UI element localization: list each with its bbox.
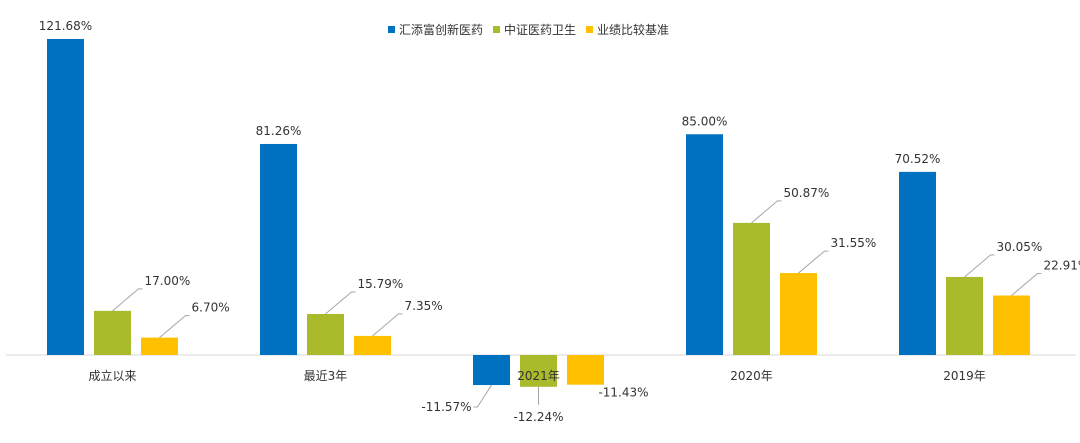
bar-1-5[interactable]: [899, 171, 936, 355]
leader-line-2-2: [325, 291, 356, 315]
data-label-2-3: -12.24%: [513, 410, 563, 424]
bar-2-2[interactable]: [307, 313, 344, 355]
data-label-3-4: 31.55%: [831, 236, 877, 250]
x-tick-label-3: 2021年: [517, 369, 560, 383]
data-label-2-1: 17.00%: [145, 274, 191, 288]
data-label-1-3: -11.57%: [421, 400, 471, 414]
legend-swatch-series-3: [586, 26, 594, 33]
bar-2-3[interactable]: [520, 355, 557, 387]
data-label-3-5: 22.91%: [1044, 259, 1080, 273]
bar-3-2[interactable]: [354, 335, 391, 355]
legend-item-series-1[interactable]: 汇添富创新医药: [388, 21, 483, 38]
legend-swatch-series-1: [388, 26, 395, 33]
leader-line-3-4: [798, 250, 829, 274]
data-label-2-5: 30.05%: [997, 240, 1043, 254]
leader-line-3-1: [159, 315, 190, 338]
legend-item-series-2[interactable]: 中证医药卫生: [493, 21, 576, 38]
data-label-3-2: 7.35%: [405, 299, 443, 313]
x-tick-label-2: 最近3年: [304, 369, 348, 383]
legend-label-series-2: 中证医药卫生: [504, 23, 577, 37]
bar-1-2[interactable]: [260, 143, 297, 355]
legend-swatch-series-2: [493, 26, 501, 33]
data-label-2-4: 50.87%: [784, 186, 830, 200]
leader-line-2-5: [964, 254, 995, 278]
leader-line-1-3: [473, 384, 492, 408]
legend-label-series-1: 汇添富创新医药: [399, 23, 484, 37]
chart-legend: 汇添富创新医药 中证医药卫生 业绩比较基准: [388, 21, 669, 38]
bar-1-4[interactable]: [686, 134, 723, 355]
leader-line-3-2: [372, 313, 403, 337]
bar-2-4[interactable]: [733, 222, 770, 355]
x-tick-label-1: 成立以来: [88, 368, 136, 383]
bar-3-1[interactable]: [141, 337, 178, 355]
bar-2-1[interactable]: [94, 310, 131, 355]
leader-line-3-5: [1011, 273, 1042, 296]
data-label-3-3: -11.43%: [598, 386, 648, 400]
data-label-2-2: 15.79%: [358, 277, 404, 291]
x-tick-label-5: 2019年: [943, 369, 986, 383]
bar-3-5[interactable]: [993, 295, 1030, 355]
leader-line-2-1: [112, 288, 143, 312]
data-label-1-1: 121.68%: [39, 19, 92, 33]
leader-line-2-4: [751, 200, 782, 224]
data-label-1-2: 81.26%: [256, 124, 302, 138]
data-label-3-1: 6.70%: [192, 301, 230, 315]
bar-3-3[interactable]: [567, 355, 604, 385]
bar-2-5[interactable]: [946, 276, 983, 355]
data-label-1-5: 70.52%: [895, 152, 941, 166]
legend-label-series-3: 业绩比较基准: [597, 23, 670, 37]
bar-1-1[interactable]: [47, 39, 84, 355]
bar-1-3[interactable]: [473, 355, 510, 386]
data-label-1-4: 85.00%: [682, 114, 728, 128]
bar-3-4[interactable]: [780, 273, 817, 355]
x-tick-label-4: 2020年: [730, 369, 773, 383]
legend-item-series-3[interactable]: 业绩比较基准: [586, 21, 669, 38]
